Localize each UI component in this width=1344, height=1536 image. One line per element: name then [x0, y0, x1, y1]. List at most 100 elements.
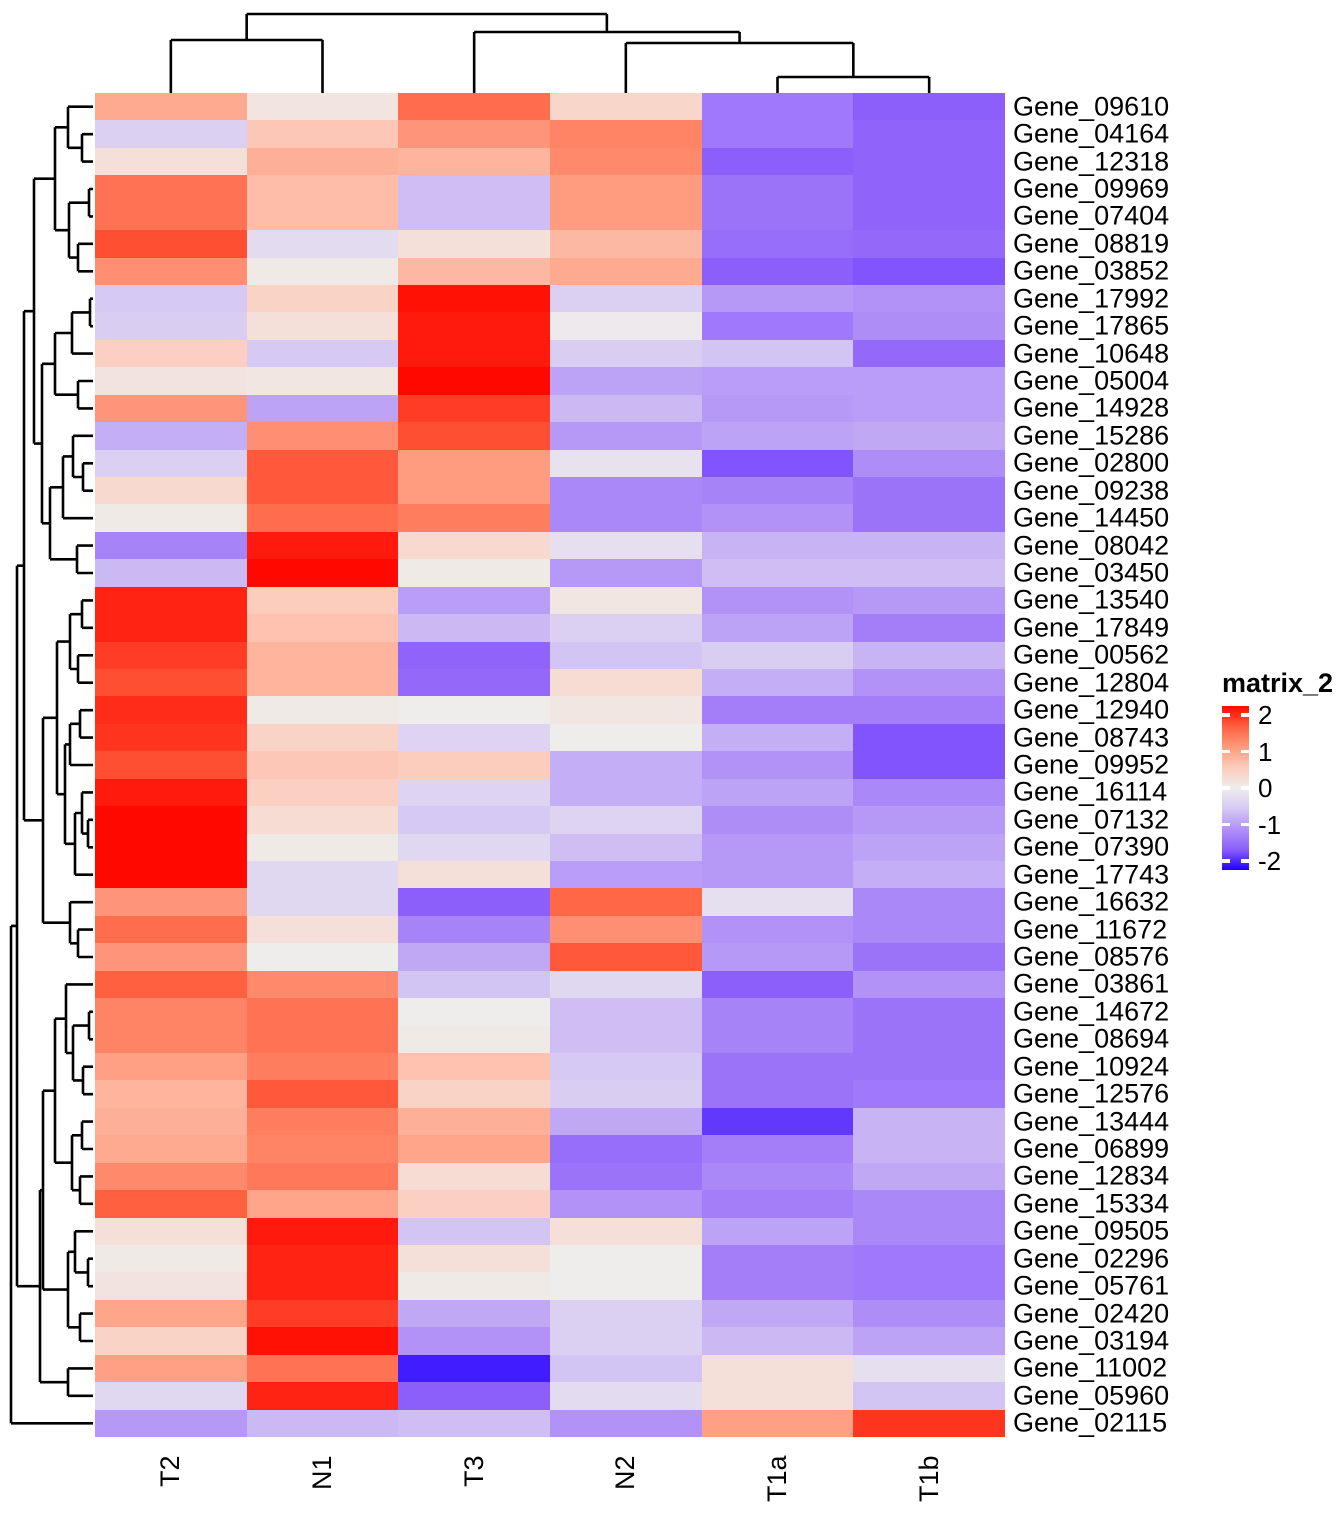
row-label: Gene_17992: [1013, 283, 1170, 314]
heatmap-cell: [550, 1135, 702, 1163]
heatmap-cell: [246, 669, 399, 697]
legend-tick-label: 1: [1258, 736, 1273, 767]
heatmap-cell: [701, 285, 854, 313]
heatmap-cell: [550, 531, 702, 560]
row-label: Gene_14928: [1013, 392, 1170, 423]
row-label: Gene_05761: [1013, 1270, 1170, 1301]
heatmap-cell: [550, 723, 702, 752]
heatmap-cell: [853, 915, 1005, 944]
heatmap-cell: [550, 751, 702, 779]
heatmap-cell: [701, 1217, 854, 1245]
legend-title: matrix_2: [1222, 668, 1334, 698]
heatmap-cell: [701, 751, 854, 779]
heatmap-cell: [550, 1190, 702, 1218]
heatmap-cell: [398, 888, 550, 916]
row-label: Gene_13540: [1013, 584, 1170, 615]
heatmap-cell: [550, 998, 702, 1026]
heatmap-cell: [701, 970, 854, 999]
column-dendrogram: [169, 12, 931, 93]
heatmap-cell: [701, 175, 854, 203]
heatmap-cell: [95, 806, 247, 834]
legend-tick-mark: [1241, 859, 1249, 863]
row-label: Gene_03450: [1013, 557, 1170, 588]
heatmap-cell: [246, 614, 399, 642]
heatmap-cell: [398, 1217, 550, 1245]
heatmap-cell: [246, 230, 399, 258]
heatmap-cell: [398, 531, 550, 560]
heatmap-cell: [853, 339, 1005, 368]
row-label: Gene_05004: [1013, 365, 1170, 396]
row-label: Gene_12940: [1013, 694, 1170, 725]
heatmap-cell: [246, 531, 399, 560]
heatmap-cell: [246, 202, 399, 231]
heatmap-cell: [95, 504, 247, 532]
row-label: Gene_09969: [1013, 173, 1170, 204]
legend-tick-mark: [1241, 822, 1249, 827]
heatmap-cell: [853, 1245, 1005, 1273]
heatmap-cell: [550, 778, 702, 807]
heatmap-cell: [853, 1190, 1005, 1218]
heatmap-cell: [853, 285, 1005, 313]
heatmap-cell: [95, 833, 247, 861]
heatmap-cell: [95, 230, 247, 258]
heatmap-cell: [398, 504, 550, 532]
heatmap-cell: [550, 586, 702, 615]
column-label: N1: [307, 1455, 337, 1490]
heatmap-cell: [550, 477, 702, 505]
heatmap-cell: [95, 257, 247, 285]
heatmap-cell: [550, 669, 702, 697]
heatmap-cell: [95, 449, 247, 477]
heatmap-cell: [246, 422, 399, 450]
heatmap-cell: [398, 1162, 550, 1191]
heatmap-cell: [95, 120, 247, 148]
heatmap-cell: [550, 202, 702, 231]
heatmap-cell: [853, 1327, 1005, 1355]
heatmap-cell: [853, 970, 1005, 999]
heatmap-cell: [95, 1080, 247, 1108]
heatmap-cell: [701, 312, 854, 340]
heatmap-cell: [398, 1135, 550, 1163]
row-label: Gene_12804: [1013, 667, 1170, 698]
row-label: Gene_02296: [1013, 1243, 1170, 1274]
heatmap-cell: [246, 394, 399, 423]
heatmap-cell: [853, 504, 1005, 532]
row-label: Gene_08042: [1013, 530, 1170, 561]
heatmap-body: [95, 93, 1005, 1437]
heatmap-cell: [398, 833, 550, 861]
heatmap-cell: [550, 449, 702, 477]
heatmap-cell: [398, 778, 550, 807]
heatmap-cell: [701, 1107, 854, 1136]
heatmap-cell: [853, 120, 1005, 148]
heatmap-cell: [701, 998, 854, 1026]
heatmap-cell: [853, 531, 1005, 560]
heatmap-cell: [246, 339, 399, 368]
row-label: Gene_02115: [1013, 1407, 1168, 1438]
heatmap-cell: [246, 367, 399, 395]
row-label: Gene_02800: [1013, 447, 1170, 478]
column-label: T2: [155, 1455, 186, 1487]
legend-tick-label: 0: [1258, 773, 1273, 803]
heatmap-cell: [246, 1053, 399, 1081]
row-label: Gene_03861: [1013, 968, 1170, 999]
heatmap-cell: [398, 230, 550, 258]
heatmap-cell: [398, 1107, 550, 1136]
heatmap-cell: [853, 559, 1005, 587]
row-label: Gene_11002: [1013, 1352, 1168, 1383]
heatmap-cell: [550, 833, 702, 861]
heatmap-cell: [95, 943, 247, 971]
heatmap-cell: [95, 93, 247, 121]
heatmap-cell: [701, 915, 854, 944]
row-label: Gene_17849: [1013, 612, 1170, 643]
heatmap-cell: [701, 504, 854, 532]
row-label: Gene_15334: [1013, 1188, 1170, 1219]
heatmap-cell: [246, 477, 399, 505]
heatmap-cell: [246, 586, 399, 615]
heatmap-cell: [398, 723, 550, 752]
heatmap-cell: [246, 285, 399, 313]
heatmap-cell: [398, 312, 550, 340]
heatmap-cell: [398, 1080, 550, 1108]
heatmap-cell: [550, 614, 702, 642]
heatmap-cell: [246, 93, 399, 121]
heatmap-cell: [701, 1382, 854, 1410]
